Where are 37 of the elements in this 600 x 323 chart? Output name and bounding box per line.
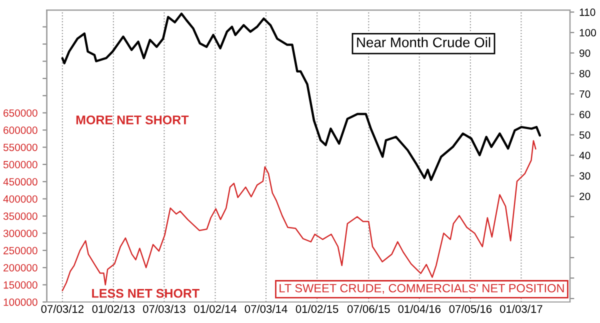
y-tick-label: 300000 — [3, 230, 38, 238]
y-tick-label: 600000 — [4, 126, 38, 134]
y2-tick-label: 70 — [580, 90, 590, 98]
y2-tick-label: 30 — [579, 172, 590, 180]
y-tick-label: 550000 — [3, 144, 38, 152]
y2-tick-label: 40 — [579, 152, 590, 160]
annotation: LESS NET SHORT — [92, 288, 200, 298]
y-tick-label: 250000 — [4, 246, 38, 254]
y-tick-label: 150000 — [4, 281, 38, 289]
y-tick-label: 450000 — [3, 178, 38, 186]
y-tick-label: 200000 — [4, 264, 38, 272]
y-tick-label: 350000 — [3, 212, 38, 220]
y2-tick-label: 80 — [579, 70, 590, 78]
text: Near Month Crude Oil — [357, 37, 490, 48]
x-tick-label: 07/05/16 — [449, 304, 492, 313]
x-tick-label: 07/03/12 — [41, 304, 84, 313]
y2-tick-label: 60 — [580, 110, 590, 118]
x-tick-label: 01/02/13 — [92, 304, 135, 313]
x-tick-label: 01/02/14 — [194, 304, 237, 313]
y2-tick-label: 110 — [580, 8, 596, 16]
y2-tick-label: 20 — [580, 192, 590, 200]
x-tick-label: 01/04/16 — [398, 304, 441, 313]
y2-tick-label: 90 — [580, 49, 590, 57]
annotation: MORE NET SHORT — [76, 115, 189, 124]
series-label: LT SWEET CRUDE, COMMERCIALS' NET POSITION — [280, 284, 564, 294]
x-tick-label: 07/03/13 — [143, 304, 186, 313]
x-tick-label: 07/06/15 — [347, 304, 390, 313]
y2-tick-label: 50 — [579, 131, 590, 139]
line-series — [61, 12, 541, 181]
y2-tick-label: 100 — [580, 29, 596, 36]
y-tick-label: 500000 — [3, 160, 38, 168]
y-tick-label: 100000 — [4, 298, 38, 306]
x-tick-label: 01/03/17 — [500, 304, 542, 313]
y-tick-label: 400000 — [3, 195, 38, 203]
x-tick-label: 07/03/14 — [244, 304, 288, 313]
x-tick-label: 01/02/15 — [296, 304, 338, 313]
y-tick-label: 650000 — [4, 109, 38, 117]
